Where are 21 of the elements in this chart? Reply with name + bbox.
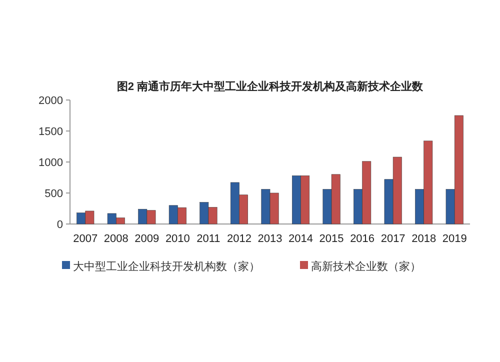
- x-tick-label: 2014: [288, 233, 314, 245]
- y-tick-label: 2000: [38, 95, 63, 107]
- x-tick-label: 2011: [196, 233, 220, 245]
- x-tick-label: 2016: [350, 233, 375, 245]
- x-tick-label: 2009: [134, 233, 160, 245]
- x-tick-label: 2012: [226, 233, 252, 245]
- x-tick-label: 2010: [165, 233, 190, 245]
- y-tick-label: 1500: [38, 126, 63, 138]
- legend-label: 高新技术企业数（家）: [311, 260, 421, 273]
- x-tick-label: 2008: [104, 233, 128, 245]
- x-tick-label: 2015: [319, 233, 344, 245]
- x-tick-label: 2013: [258, 233, 282, 245]
- x-tick-label: 2007: [73, 233, 98, 245]
- x-tick-label: 2017: [380, 233, 406, 245]
- y-tick-label: 0: [56, 219, 63, 231]
- y-tick-label: 500: [44, 188, 63, 200]
- legend-label: 大中型工业企业科技开发机构数（家）: [73, 260, 260, 273]
- chart-title: 图2 南通市历年大中型工业企业科技开发机构及高新技术企业数: [116, 80, 424, 93]
- x-tick-label: 2018: [412, 233, 436, 245]
- x-tick-label: 2019: [442, 233, 467, 245]
- y-tick-label: 1000: [38, 157, 63, 169]
